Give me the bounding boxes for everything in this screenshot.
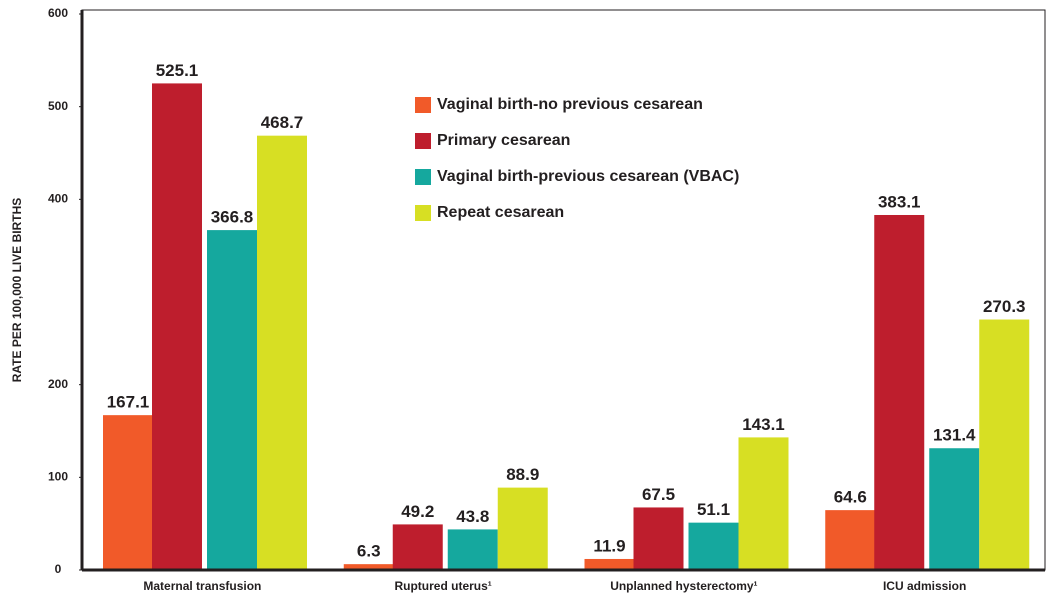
data-label: 49.2 bbox=[401, 502, 434, 521]
y-tick-label: 200 bbox=[48, 377, 68, 391]
bar bbox=[257, 135, 307, 570]
bar bbox=[343, 564, 394, 570]
legend-label: Repeat cesarean bbox=[437, 204, 564, 221]
bar bbox=[874, 214, 925, 570]
data-label: 131.4 bbox=[933, 426, 976, 445]
bar bbox=[825, 510, 876, 570]
legend-swatch bbox=[415, 133, 431, 149]
bar bbox=[929, 448, 980, 570]
data-label: 468.7 bbox=[261, 113, 304, 132]
y-tick-label: 100 bbox=[48, 470, 68, 484]
legend-swatch bbox=[415, 97, 431, 113]
bar bbox=[497, 487, 548, 570]
legend-label: Primary cesarean bbox=[437, 132, 570, 149]
bar bbox=[738, 437, 789, 570]
legend-swatch bbox=[415, 205, 431, 221]
y-tick-label: 500 bbox=[48, 99, 68, 113]
bar bbox=[207, 230, 257, 570]
legend-swatch bbox=[415, 169, 431, 185]
y-axis-label: RATE PER 100,000 LIVE BIRTHS bbox=[10, 198, 24, 383]
bar bbox=[979, 319, 1030, 570]
bar bbox=[103, 415, 153, 570]
y-tick-label: 0 bbox=[55, 562, 62, 576]
bar bbox=[688, 522, 739, 570]
data-label: 67.5 bbox=[642, 485, 675, 504]
bar bbox=[584, 558, 635, 570]
data-label: 11.9 bbox=[593, 536, 625, 555]
data-label: 167.1 bbox=[107, 393, 150, 412]
y-tick-label: 400 bbox=[48, 192, 68, 206]
data-label: 525.1 bbox=[156, 61, 199, 80]
data-label: 88.9 bbox=[506, 465, 539, 484]
data-label: 366.8 bbox=[211, 208, 254, 227]
x-tick-label: Unplanned hysterectomy¹ bbox=[610, 579, 757, 593]
data-label: 270.3 bbox=[983, 297, 1026, 316]
data-label: 51.1 bbox=[697, 500, 730, 519]
x-tick-label: Maternal transfusion bbox=[143, 579, 261, 593]
data-label: 6.3 bbox=[357, 542, 381, 561]
bar bbox=[152, 83, 202, 570]
bar bbox=[447, 529, 498, 570]
x-tick-label: Ruptured uterus¹ bbox=[394, 579, 491, 593]
data-label: 143.1 bbox=[742, 415, 785, 434]
y-tick-label: 600 bbox=[48, 6, 68, 20]
legend-label: Vaginal birth-previous cesarean (VBAC) bbox=[437, 168, 739, 185]
data-label: 383.1 bbox=[878, 192, 921, 211]
x-tick-label: ICU admission bbox=[883, 579, 966, 593]
data-label: 43.8 bbox=[456, 507, 489, 526]
legend-label: Vaginal birth-no previous cesarean bbox=[437, 96, 703, 113]
bar bbox=[392, 524, 443, 570]
bar bbox=[633, 507, 684, 570]
data-label: 64.6 bbox=[834, 488, 867, 507]
